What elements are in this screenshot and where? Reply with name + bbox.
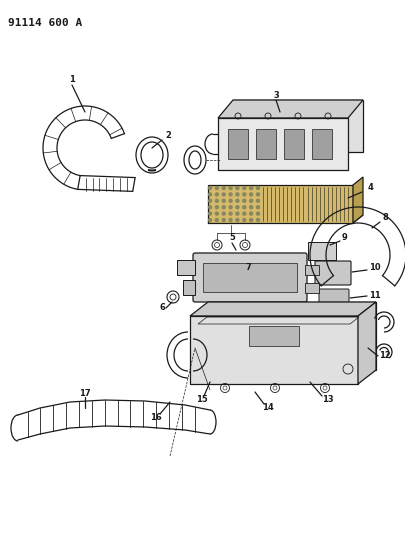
Polygon shape	[233, 100, 363, 152]
Circle shape	[256, 219, 260, 222]
Text: 9: 9	[342, 232, 348, 241]
Circle shape	[215, 206, 218, 209]
Text: 15: 15	[196, 395, 208, 405]
Text: 4: 4	[367, 183, 373, 192]
Circle shape	[229, 206, 232, 209]
Circle shape	[243, 219, 246, 222]
Circle shape	[215, 187, 218, 190]
Text: 13: 13	[322, 395, 334, 405]
Polygon shape	[190, 316, 358, 384]
Polygon shape	[218, 118, 348, 170]
Circle shape	[209, 187, 211, 190]
Circle shape	[209, 206, 211, 209]
FancyBboxPatch shape	[193, 253, 307, 302]
Polygon shape	[353, 177, 363, 223]
Circle shape	[249, 187, 253, 190]
Polygon shape	[190, 302, 376, 316]
FancyBboxPatch shape	[319, 289, 349, 307]
Circle shape	[222, 219, 225, 222]
Circle shape	[236, 219, 239, 222]
Circle shape	[229, 212, 232, 215]
Bar	[228, 129, 248, 159]
Polygon shape	[208, 302, 376, 370]
Polygon shape	[358, 302, 376, 384]
Circle shape	[243, 187, 246, 190]
Bar	[305, 283, 319, 293]
Circle shape	[256, 199, 260, 203]
Polygon shape	[208, 185, 353, 223]
Text: 2: 2	[165, 131, 171, 140]
Circle shape	[209, 199, 211, 203]
Text: 12: 12	[379, 351, 391, 359]
Circle shape	[236, 193, 239, 196]
Circle shape	[229, 219, 232, 222]
Text: 14: 14	[262, 403, 274, 413]
Circle shape	[256, 187, 260, 190]
Circle shape	[215, 212, 218, 215]
Circle shape	[249, 199, 253, 203]
Text: 1: 1	[69, 76, 75, 85]
Circle shape	[249, 212, 253, 215]
Circle shape	[229, 193, 232, 196]
Text: 17: 17	[79, 389, 91, 398]
Circle shape	[236, 206, 239, 209]
Text: 6: 6	[159, 303, 165, 312]
Bar	[308, 242, 336, 260]
Circle shape	[243, 199, 246, 203]
Circle shape	[215, 219, 218, 222]
Text: 5: 5	[229, 233, 235, 243]
Polygon shape	[177, 260, 195, 275]
Circle shape	[209, 193, 211, 196]
Polygon shape	[183, 280, 195, 295]
Circle shape	[256, 206, 260, 209]
Text: 16: 16	[150, 414, 162, 423]
Circle shape	[256, 212, 260, 215]
Text: 10: 10	[369, 263, 381, 272]
Circle shape	[229, 187, 232, 190]
Circle shape	[243, 206, 246, 209]
Circle shape	[215, 193, 218, 196]
Circle shape	[229, 199, 232, 203]
Circle shape	[249, 219, 253, 222]
Circle shape	[243, 212, 246, 215]
Bar	[256, 129, 276, 159]
Polygon shape	[249, 326, 299, 346]
Bar	[305, 265, 319, 275]
Text: 8: 8	[382, 214, 388, 222]
Circle shape	[249, 206, 253, 209]
FancyBboxPatch shape	[315, 261, 351, 285]
Circle shape	[209, 219, 211, 222]
Circle shape	[222, 212, 225, 215]
Circle shape	[209, 212, 211, 215]
Circle shape	[236, 199, 239, 203]
Bar	[312, 129, 332, 159]
Bar	[203, 263, 297, 292]
Text: 3: 3	[273, 91, 279, 100]
Circle shape	[236, 187, 239, 190]
Circle shape	[249, 193, 253, 196]
Text: 11: 11	[369, 290, 381, 300]
Circle shape	[256, 193, 260, 196]
Polygon shape	[218, 100, 363, 118]
Circle shape	[222, 193, 225, 196]
Bar	[284, 129, 304, 159]
Circle shape	[222, 199, 225, 203]
Circle shape	[215, 199, 218, 203]
Circle shape	[222, 187, 225, 190]
Circle shape	[236, 212, 239, 215]
Polygon shape	[208, 215, 363, 223]
Text: 7: 7	[245, 263, 251, 272]
Circle shape	[243, 193, 246, 196]
Circle shape	[222, 206, 225, 209]
Text: 91114 600 A: 91114 600 A	[8, 18, 82, 28]
